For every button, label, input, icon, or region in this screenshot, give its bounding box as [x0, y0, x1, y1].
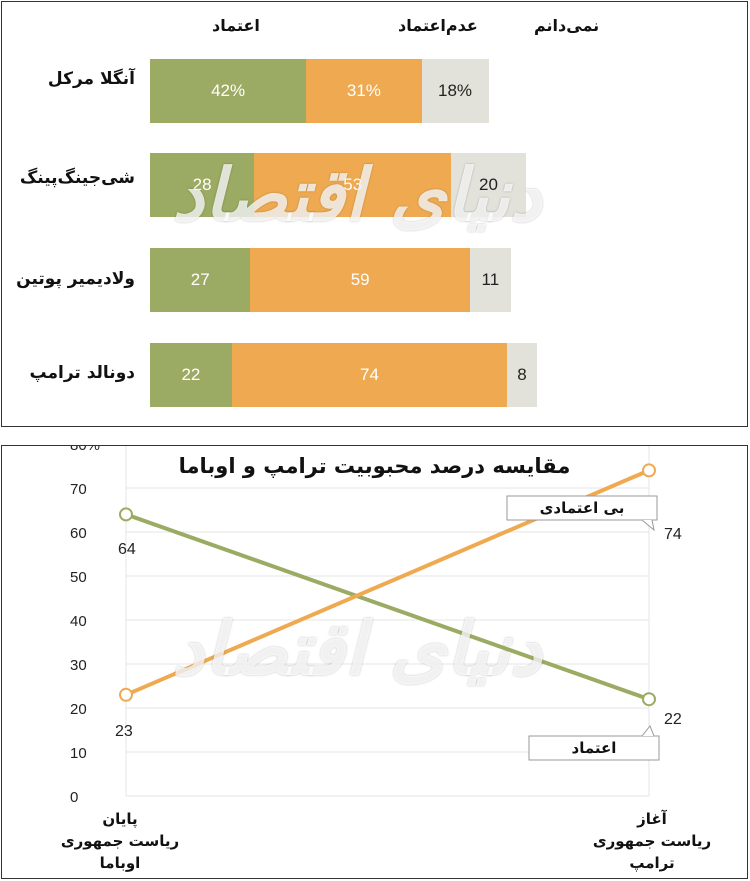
bar-segment-dont-know: 11	[469, 248, 511, 312]
bar-segment-trust: 22	[150, 343, 232, 407]
y-tick-label: 0	[70, 789, 78, 806]
bar-segment-dont-know: 18%	[421, 59, 489, 123]
callout-distrust	[506, 495, 658, 532]
bar-value-label: 11	[481, 270, 500, 289]
data-point-distrust	[119, 687, 133, 702]
legend-distrust: عدم‌اعتماد	[398, 16, 478, 35]
bar-segment-dont-know: 8	[507, 343, 537, 407]
y-tick-label: 10	[70, 745, 87, 762]
bar-segment-distrust: 53	[254, 153, 452, 217]
callout-label-distrust: بی اعتمادی	[540, 499, 625, 517]
data-label: 64	[118, 541, 136, 558]
bar-row-label: ولادیمیر پوتین	[16, 269, 135, 289]
bar-value-label: 42%	[211, 81, 246, 100]
y-tick-label: 30	[70, 657, 87, 674]
legend-trust: اعتماد	[212, 16, 260, 35]
chart-title: مقایسه درصد محبوبیت ترامپ و اوباما	[178, 454, 571, 478]
callout-label-trust: اعتماد	[572, 739, 617, 757]
bar-segment-trust: 28	[150, 153, 255, 217]
bar-segment-distrust: 59	[250, 248, 470, 312]
data-point-trust	[119, 507, 133, 522]
data-point-distrust	[642, 463, 656, 478]
bar-value-label: 18%	[438, 81, 473, 100]
line-chart-svg: 0 10 20 30 40 50 60 70 80% 64 22 23 74 بی اعتمادی اعتم…	[70, 446, 682, 806]
bar-segment-distrust: 74	[231, 343, 508, 407]
bar-value-label: 27	[190, 270, 210, 289]
bar-segment-distrust: 31%	[306, 59, 422, 123]
bar-value-label: 53	[343, 175, 363, 194]
y-tick-label: 20	[70, 701, 87, 718]
bar-segment-dont-know: 20	[451, 153, 526, 217]
x-tick-label: پایان ریاست جمهوری اوباما	[60, 810, 180, 872]
bar-value-label: 74	[360, 365, 379, 384]
data-label: 74	[664, 526, 682, 543]
callout-trust	[528, 725, 660, 761]
y-tick-label: 70	[70, 481, 87, 498]
bar-value-label: 31%	[346, 81, 381, 100]
bar-row-label: شی‌جینگ‌پینگ	[19, 168, 135, 188]
series-line-trust	[125, 512, 650, 702]
bar-value-label: 59	[350, 270, 370, 289]
data-point-trust	[642, 692, 656, 707]
x-tick-label: آغاز ریاست جمهوری ترامپ	[592, 810, 712, 872]
bar-segment-trust: 27	[150, 248, 251, 312]
y-tick-label: 80%	[70, 446, 100, 454]
bar-value-label: 8	[517, 365, 527, 384]
data-label: 23	[115, 723, 133, 740]
y-tick-label: 60	[70, 525, 87, 542]
bar-segment-trust: 42%	[150, 59, 307, 123]
bar-value-label: 20	[479, 175, 498, 194]
bar-row-label: آنگلا مرکل	[47, 69, 135, 89]
line-chart-panel: مقایسه درصد محبوبیت ترامپ و اوباما 0 10 20…	[1, 445, 748, 879]
legend-dont-know: نمی‌دانم	[534, 16, 600, 35]
y-tick-label: 50	[70, 569, 87, 586]
stacked-bar-panel: اعتماد عدم‌اعتماد نمی‌دانم آنگلا مرکل 42%…	[1, 1, 748, 427]
y-tick-label: 40	[70, 613, 87, 630]
bar-value-label: 28	[192, 175, 212, 194]
bar-value-label: 22	[181, 365, 201, 384]
bar-row-label: دونالد ترامپ	[29, 363, 136, 383]
data-label: 22	[664, 711, 682, 728]
